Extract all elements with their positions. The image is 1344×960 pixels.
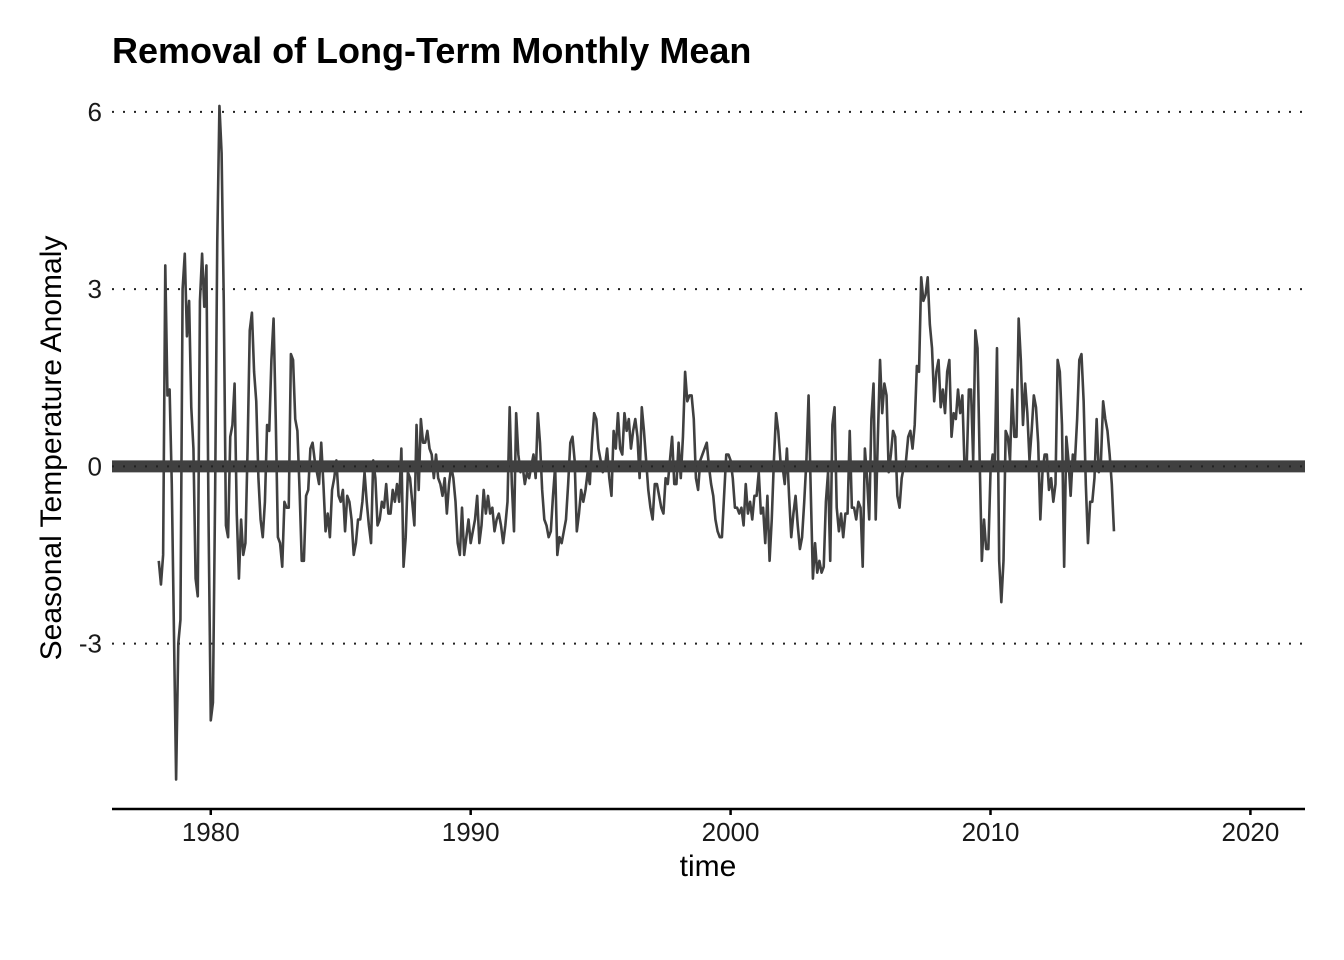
x-tick-label: 1980 bbox=[182, 817, 240, 847]
x-axis-label: time bbox=[680, 850, 737, 883]
x-tick-label: 2000 bbox=[702, 817, 760, 847]
y-tick-label: 6 bbox=[88, 97, 102, 127]
y-axis-label: Seasonal Temperature Anomaly bbox=[35, 236, 68, 661]
y-axis-ticks: -3 0 3 6 bbox=[79, 97, 102, 659]
y-tick-label: -3 bbox=[79, 629, 102, 659]
chart-title: Removal of Long-Term Monthly Mean bbox=[112, 30, 751, 71]
x-tick-label: 2020 bbox=[1221, 817, 1279, 847]
x-tick-label: 2010 bbox=[962, 817, 1020, 847]
series-line-0 bbox=[157, 104, 1116, 781]
x-tick-label: 1990 bbox=[442, 817, 500, 847]
y-tick-label: 3 bbox=[88, 274, 102, 304]
y-tick-label: 0 bbox=[88, 451, 102, 481]
series-group bbox=[157, 104, 1116, 781]
x-axis-ticks: 1980 1990 2000 2010 2020 bbox=[182, 809, 1279, 847]
